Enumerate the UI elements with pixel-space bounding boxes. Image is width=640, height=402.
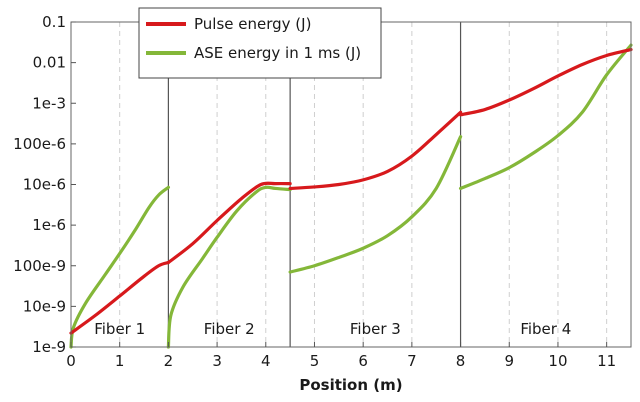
series-lines: [69, 43, 633, 349]
fiber-label-3: Fiber 3: [350, 320, 401, 338]
x-tick-label: 10: [548, 352, 567, 370]
x-tick-label: 9: [504, 352, 514, 370]
x-tick-label: 0: [66, 352, 76, 370]
x-tick-label: 1: [115, 352, 125, 370]
y-tick-label: 0.1: [42, 13, 66, 31]
y-tick-label: 100e-6: [13, 135, 66, 153]
ase-energy-line-segment-3: [288, 135, 463, 274]
ase-energy-line-segment-4: [458, 43, 633, 191]
x-tick-label: 6: [358, 352, 368, 370]
y-tick-label: 1e-3: [32, 94, 66, 112]
pulse-energy-line-segment-1: [69, 260, 170, 335]
x-tick-label: 2: [164, 352, 174, 370]
x-tick-label: 11: [597, 352, 616, 370]
pulse-energy-line-segment-4: [458, 47, 633, 117]
fiber-label-4: Fiber 4: [520, 320, 571, 338]
pulse-energy-line-segment-3: [288, 110, 463, 191]
x-tick-label: 8: [456, 352, 466, 370]
x-tick-label: 7: [407, 352, 417, 370]
y-tick-label: 100e-9: [13, 257, 66, 275]
x-tick-label: 5: [310, 352, 320, 370]
y-tick-label: 1e-6: [32, 216, 66, 234]
fiber-label-2: Fiber 2: [204, 320, 255, 338]
legend: Pulse energy (J) ASE energy in 1 ms (J): [138, 7, 382, 79]
pulse-energy-line-segment-2: [166, 181, 292, 265]
legend-label-ase: ASE energy in 1 ms (J): [194, 44, 361, 62]
y-tick-label: 1e-9: [32, 338, 66, 356]
y-tick-label: 0.01: [33, 54, 66, 72]
x-tick-label: 4: [261, 352, 271, 370]
ase-energy-line-segment-1: [69, 185, 170, 349]
legend-label-pulse: Pulse energy (J): [194, 15, 311, 33]
fiber-label-1: Fiber 1: [94, 320, 145, 338]
y-axis: 1e-9 10e-9 100e-9 1e-6 10e-6 100e-6 1e-3 0.01 0.…: [13, 13, 76, 356]
ase-energy-line-segment-2: [166, 185, 292, 349]
fiber-labels: Fiber 1 Fiber 2 Fiber 3 Fiber 4: [94, 320, 571, 338]
x-axis: 0 1 2 3 4 5 6 7 8 9 10 11: [66, 342, 616, 370]
y-tick-label: 10e-9: [23, 297, 66, 315]
y-tick-label: 10e-6: [23, 176, 66, 194]
legend-box: [138, 7, 382, 79]
x-axis-label: Position (m): [299, 376, 402, 394]
x-tick-label: 3: [212, 352, 222, 370]
